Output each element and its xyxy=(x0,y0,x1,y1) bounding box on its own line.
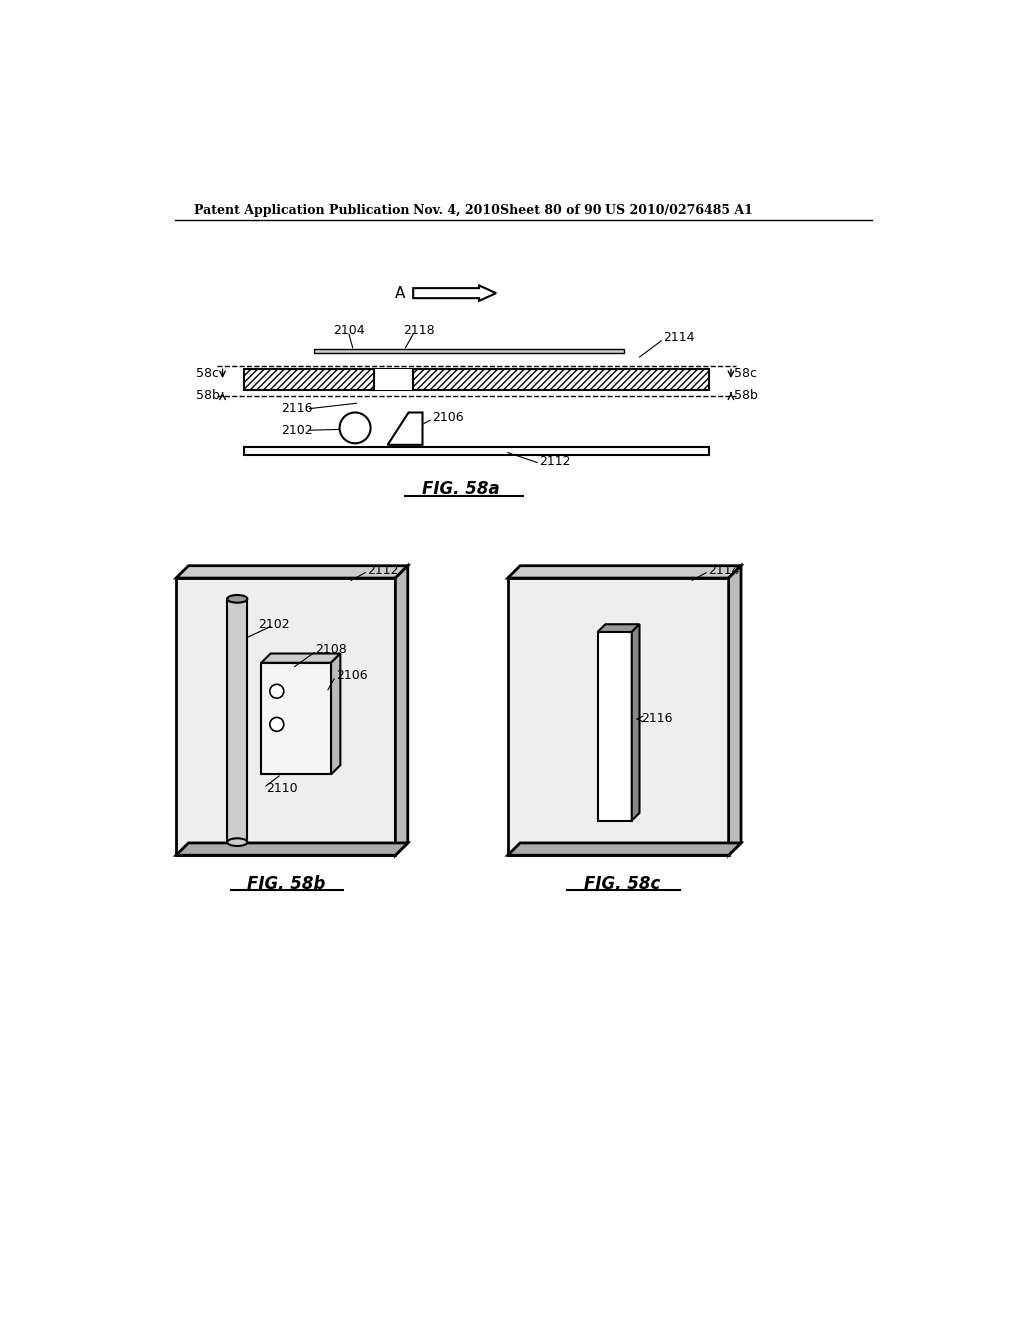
Text: A: A xyxy=(395,285,406,301)
Text: 2114: 2114 xyxy=(708,564,739,577)
FancyArrow shape xyxy=(414,285,496,301)
Circle shape xyxy=(340,412,371,444)
Circle shape xyxy=(270,684,284,698)
Bar xyxy=(375,368,414,391)
Ellipse shape xyxy=(227,838,248,846)
Text: 2108: 2108 xyxy=(315,643,347,656)
Text: Nov. 4, 2010: Nov. 4, 2010 xyxy=(414,205,500,218)
Text: 2112: 2112 xyxy=(539,454,570,467)
Polygon shape xyxy=(598,624,640,632)
Text: 2118: 2118 xyxy=(403,325,435,338)
Bar xyxy=(176,578,395,855)
Circle shape xyxy=(270,718,284,731)
Bar xyxy=(261,663,331,775)
Text: 2112: 2112 xyxy=(367,564,398,577)
Polygon shape xyxy=(632,624,640,821)
Polygon shape xyxy=(395,566,408,855)
Text: 2106: 2106 xyxy=(432,411,464,424)
Bar xyxy=(314,350,624,354)
Polygon shape xyxy=(508,566,741,578)
Text: 2114: 2114 xyxy=(663,331,694,345)
Bar xyxy=(508,578,729,855)
Text: 58b: 58b xyxy=(734,389,758,403)
Text: 58c: 58c xyxy=(197,367,219,380)
Text: 2110: 2110 xyxy=(266,781,298,795)
Text: 58b: 58b xyxy=(196,389,219,403)
Bar xyxy=(227,599,248,842)
Text: 2102: 2102 xyxy=(282,424,313,437)
Text: 2106: 2106 xyxy=(336,669,368,682)
Text: 2102: 2102 xyxy=(258,618,290,631)
Bar xyxy=(245,368,710,391)
Text: Patent Application Publication: Patent Application Publication xyxy=(194,205,410,218)
Polygon shape xyxy=(729,566,741,855)
Ellipse shape xyxy=(227,595,248,603)
Text: 58c: 58c xyxy=(734,367,757,380)
Polygon shape xyxy=(388,412,423,445)
Text: FIG. 58c: FIG. 58c xyxy=(585,875,660,892)
Text: 2116: 2116 xyxy=(641,713,673,726)
Text: US 2010/0276485 A1: US 2010/0276485 A1 xyxy=(604,205,753,218)
Text: FIG. 58b: FIG. 58b xyxy=(247,875,326,892)
Polygon shape xyxy=(331,653,340,775)
Bar xyxy=(245,447,710,455)
Polygon shape xyxy=(261,653,340,663)
Bar xyxy=(598,632,632,821)
Text: FIG. 58a: FIG. 58a xyxy=(422,480,500,499)
Text: Sheet 80 of 90: Sheet 80 of 90 xyxy=(500,205,601,218)
Text: 2116: 2116 xyxy=(282,403,313,416)
Polygon shape xyxy=(176,566,408,578)
Text: 2104: 2104 xyxy=(334,325,365,338)
Polygon shape xyxy=(508,843,741,855)
Polygon shape xyxy=(176,843,408,855)
